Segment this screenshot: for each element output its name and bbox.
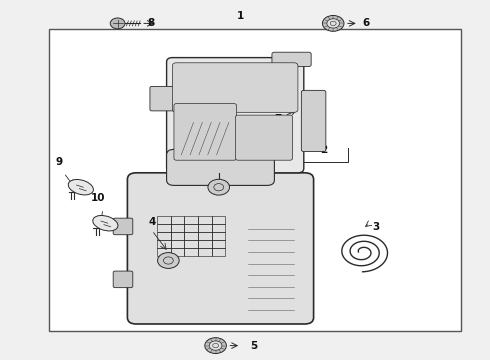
FancyBboxPatch shape bbox=[113, 271, 133, 288]
Bar bbox=[157, 248, 171, 256]
Bar bbox=[171, 216, 184, 224]
Bar bbox=[171, 232, 184, 240]
Text: 7: 7 bbox=[274, 111, 295, 124]
Text: 2: 2 bbox=[320, 145, 327, 155]
Circle shape bbox=[110, 18, 125, 29]
Circle shape bbox=[208, 179, 229, 195]
Bar bbox=[184, 248, 198, 256]
Bar bbox=[157, 216, 171, 224]
Text: 9: 9 bbox=[55, 157, 62, 167]
Bar bbox=[171, 224, 184, 232]
Bar bbox=[184, 224, 198, 232]
Bar bbox=[198, 216, 212, 224]
Circle shape bbox=[209, 341, 222, 350]
FancyBboxPatch shape bbox=[301, 90, 326, 152]
FancyBboxPatch shape bbox=[236, 115, 293, 160]
Text: 3: 3 bbox=[372, 222, 380, 232]
Text: 1: 1 bbox=[237, 11, 244, 21]
Text: 4: 4 bbox=[148, 217, 156, 227]
Circle shape bbox=[327, 19, 340, 28]
FancyBboxPatch shape bbox=[272, 52, 311, 67]
Text: 5: 5 bbox=[250, 341, 257, 351]
Circle shape bbox=[322, 15, 344, 31]
Circle shape bbox=[158, 253, 179, 269]
Bar bbox=[198, 248, 212, 256]
FancyBboxPatch shape bbox=[167, 58, 304, 173]
Circle shape bbox=[205, 338, 226, 354]
Bar bbox=[212, 240, 225, 248]
Bar bbox=[184, 216, 198, 224]
Bar bbox=[49, 29, 461, 331]
Bar bbox=[184, 240, 198, 248]
FancyBboxPatch shape bbox=[150, 86, 173, 111]
Bar bbox=[198, 232, 212, 240]
Bar bbox=[157, 224, 171, 232]
FancyBboxPatch shape bbox=[113, 218, 133, 235]
Text: 6: 6 bbox=[363, 18, 370, 28]
Bar bbox=[212, 232, 225, 240]
FancyBboxPatch shape bbox=[127, 173, 314, 324]
Bar bbox=[157, 232, 171, 240]
Text: 10: 10 bbox=[91, 193, 105, 203]
Bar bbox=[198, 224, 212, 232]
Ellipse shape bbox=[93, 216, 118, 231]
Bar bbox=[157, 240, 171, 248]
Bar bbox=[171, 248, 184, 256]
FancyBboxPatch shape bbox=[172, 63, 298, 112]
Bar bbox=[198, 240, 212, 248]
FancyBboxPatch shape bbox=[167, 149, 274, 185]
FancyBboxPatch shape bbox=[174, 104, 237, 160]
Bar bbox=[212, 216, 225, 224]
Ellipse shape bbox=[68, 180, 94, 195]
Bar bbox=[212, 224, 225, 232]
Bar bbox=[171, 240, 184, 248]
Bar bbox=[212, 248, 225, 256]
Bar bbox=[184, 232, 198, 240]
Text: 8: 8 bbox=[147, 18, 154, 28]
